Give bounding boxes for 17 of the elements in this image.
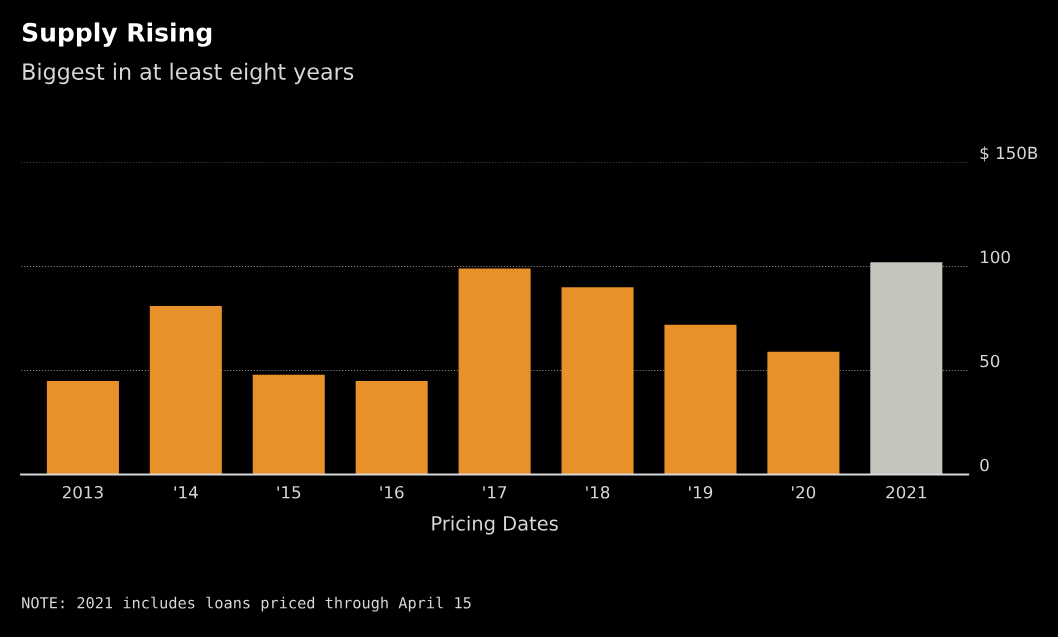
x-tick-label: '16 xyxy=(380,485,404,499)
x-tick-label: '18 xyxy=(586,485,610,499)
x-tick-label: '14 xyxy=(174,486,198,499)
y-tick-label: $ 150B xyxy=(980,146,1038,162)
x-tick-label: '20 xyxy=(792,485,816,499)
chart-subtitle: Biggest in at least eight years xyxy=(23,62,354,85)
text: NOTE: 2021 includes loans priced through April 15 xyxy=(22,596,471,612)
x-tick-label: 2021 xyxy=(886,485,926,499)
chart-title: Supply Rising xyxy=(22,22,212,47)
x-axis-title: Pricing Dates xyxy=(432,515,558,535)
y-tick-label: 0 xyxy=(980,458,989,472)
y-tick-label: 50 xyxy=(980,354,1000,368)
x-tick-label: '15 xyxy=(277,486,301,499)
x-tick-label: 2013 xyxy=(62,485,103,499)
x-tick-label: '17 xyxy=(483,486,507,499)
y-tick-label: 100 xyxy=(981,250,1010,264)
x-tick-label: '19 xyxy=(689,485,713,499)
